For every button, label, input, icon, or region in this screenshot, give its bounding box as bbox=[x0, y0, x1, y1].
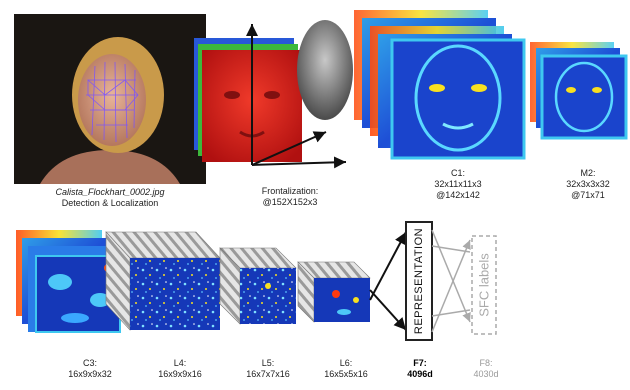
c3-title: C3: bbox=[82, 358, 97, 368]
3d-axes bbox=[246, 24, 347, 169]
m2-filter: 32x3x3x32 bbox=[566, 179, 610, 189]
l4-filter: 16x9x9x16 bbox=[158, 369, 202, 379]
l6-feature-maps bbox=[297, 261, 371, 323]
c3-label: C3: 16x9x9x32 bbox=[50, 358, 130, 380]
detection-label: Calista_Flockhart_0002.jpg Detection & L… bbox=[14, 187, 206, 209]
detection-filename: Calista_Flockhart_0002.jpg bbox=[55, 187, 165, 197]
l6-label: L6: 16x5x5x16 bbox=[306, 358, 386, 380]
frontalization-size: @152X152x3 bbox=[262, 197, 318, 207]
f7-dim: 4096d bbox=[407, 369, 433, 379]
f7-label: F7: 4096d bbox=[390, 358, 450, 380]
l4-feature-maps bbox=[105, 231, 221, 331]
representation-label: REPRESENTATION bbox=[413, 227, 425, 335]
l6-title: L6: bbox=[339, 358, 353, 368]
f8-title: F8: bbox=[479, 358, 493, 368]
l6-filter: 16x5x5x16 bbox=[324, 369, 368, 379]
f7-title: F7: bbox=[413, 358, 427, 368]
m2-title: M2: bbox=[580, 168, 596, 178]
l6-to-f7-connections bbox=[369, 231, 407, 331]
landmark-mesh bbox=[86, 61, 139, 143]
detection-caption: Detection & Localization bbox=[61, 198, 159, 208]
f8-dim: 4030d bbox=[473, 369, 499, 379]
l5-feature-maps bbox=[219, 247, 297, 325]
m2-feature-maps bbox=[530, 42, 628, 140]
sfc-labels-box bbox=[471, 235, 497, 335]
representation-box bbox=[405, 221, 433, 341]
c1-filter: 32x11x11x3 bbox=[434, 179, 482, 189]
l4-title: L4: bbox=[173, 358, 187, 368]
f7-to-f8-connections bbox=[431, 229, 471, 333]
c1-output: @142x142 bbox=[436, 190, 480, 200]
sfc-labels-label: SFC labels bbox=[476, 253, 492, 317]
f8-label: F8: 4030d bbox=[456, 358, 516, 380]
c3-feature-maps bbox=[16, 230, 121, 333]
l5-label: L5: 16x7x7x16 bbox=[228, 358, 308, 380]
3d-reference-face bbox=[297, 20, 353, 120]
c1-feature-maps bbox=[354, 10, 526, 160]
l5-filter: 16x7x7x16 bbox=[246, 369, 290, 379]
frontalization-title: Frontalization: bbox=[261, 186, 319, 196]
frontalization-label: Frontalization: @152X152x3 bbox=[240, 186, 340, 208]
frontalized-face-stack bbox=[194, 38, 302, 162]
l5-title: L5: bbox=[261, 358, 275, 368]
c1-title: C1: bbox=[450, 168, 465, 178]
m2-label: M2: 32x3x3x32 @71x71 bbox=[548, 168, 628, 201]
detection-photo bbox=[14, 14, 206, 184]
c1-label: C1: 32x11x11x3 @142x142 bbox=[418, 168, 498, 201]
c3-filter: 16x9x9x32 bbox=[68, 369, 112, 379]
m2-output: @71x71 bbox=[571, 190, 605, 200]
l4-label: L4: 16x9x9x16 bbox=[140, 358, 220, 380]
